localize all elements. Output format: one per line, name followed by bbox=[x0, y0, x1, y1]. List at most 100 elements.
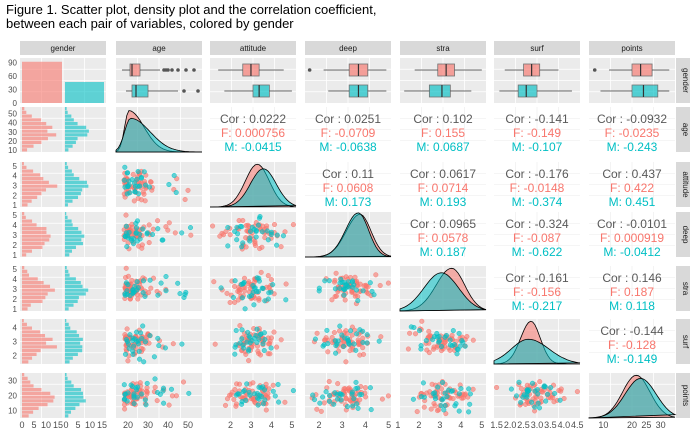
scatter-point bbox=[339, 332, 345, 338]
hist-bar bbox=[22, 391, 51, 395]
scatter-point bbox=[348, 328, 354, 334]
hist-bar bbox=[22, 253, 27, 257]
scatter-point bbox=[467, 391, 473, 397]
correlation-M: M: 0.0687 bbox=[416, 140, 470, 154]
hist-bar bbox=[65, 399, 86, 403]
scatter-point bbox=[251, 285, 257, 291]
row-label-points: points bbox=[681, 385, 690, 406]
hist-bar bbox=[65, 307, 69, 311]
scatter-point bbox=[454, 351, 460, 357]
y-tick-label-age: 10 bbox=[8, 146, 17, 155]
hist-bar bbox=[22, 245, 43, 249]
scatter-point bbox=[353, 347, 359, 353]
scatter-point bbox=[367, 385, 373, 391]
scatter-point bbox=[233, 328, 239, 334]
hist-bar bbox=[22, 125, 53, 129]
scatter-point bbox=[166, 402, 172, 408]
hist-bar bbox=[22, 107, 25, 111]
scatter-point bbox=[324, 327, 330, 333]
hist-bar bbox=[65, 114, 72, 118]
correlation-overall: Cor : -0.324 bbox=[505, 217, 569, 231]
scatter-point bbox=[385, 393, 391, 399]
y-tick-label-stra: 3 bbox=[13, 285, 18, 294]
scatter-point bbox=[280, 233, 286, 239]
scatter-point bbox=[367, 280, 373, 286]
outlier-point bbox=[184, 68, 188, 72]
correlation-F: F: -0.0235 bbox=[605, 126, 660, 140]
hist-bar bbox=[22, 330, 41, 334]
scatter-point bbox=[257, 215, 263, 221]
scatter-point bbox=[230, 295, 236, 301]
hist-bar bbox=[65, 144, 73, 148]
scatter-point bbox=[127, 332, 133, 338]
scatter-point bbox=[144, 380, 150, 386]
y-tick-label-deep: 4 bbox=[13, 221, 18, 230]
correlation-overall: Cor : 0.0251 bbox=[315, 112, 381, 126]
scatter-point bbox=[466, 386, 472, 392]
hist-bar bbox=[65, 292, 86, 296]
hist-bar bbox=[22, 215, 26, 219]
hist-bar bbox=[22, 184, 58, 188]
scatter-point bbox=[283, 281, 289, 287]
hist-bar bbox=[65, 303, 74, 307]
x-tick-label-points: 30 bbox=[656, 420, 666, 430]
scatter-point bbox=[272, 221, 278, 227]
scatter-point bbox=[431, 401, 437, 407]
correlation-F: F: 0.000919 bbox=[600, 231, 664, 245]
hist-bar bbox=[65, 281, 81, 285]
scatter-point bbox=[180, 379, 186, 385]
scatter-point bbox=[321, 400, 327, 406]
scatter-point bbox=[327, 393, 333, 399]
correlation-overall: Cor : -0.0101 bbox=[597, 217, 667, 231]
scatter-point bbox=[360, 340, 366, 346]
panel-age-points bbox=[589, 107, 675, 152]
scatter-point bbox=[356, 339, 362, 345]
scatter-point bbox=[267, 351, 273, 357]
hist-bar bbox=[65, 162, 67, 166]
scatter-point bbox=[326, 379, 332, 385]
scatter-point bbox=[234, 237, 240, 243]
scatter-point bbox=[121, 402, 127, 408]
correlation-M: M: 0.193 bbox=[420, 195, 467, 209]
strip-gender bbox=[20, 41, 106, 55]
scatter-point bbox=[368, 407, 374, 413]
scatter-point bbox=[160, 388, 166, 394]
scatter-point bbox=[278, 244, 284, 250]
panel-surf-points bbox=[589, 319, 675, 364]
hist-bar bbox=[65, 180, 87, 184]
hist-bar bbox=[65, 349, 83, 353]
scatter-point bbox=[252, 240, 258, 246]
column-label-points: points bbox=[621, 44, 642, 53]
scatter-point bbox=[314, 330, 320, 336]
scatter-point bbox=[432, 334, 438, 340]
histogram-points-F bbox=[22, 373, 55, 418]
scatter-point bbox=[537, 379, 543, 385]
hist-bar bbox=[65, 269, 69, 273]
scatter-point bbox=[126, 178, 132, 184]
hist-bar bbox=[65, 345, 83, 349]
scatter-point bbox=[444, 394, 450, 400]
scatter-point bbox=[246, 358, 252, 364]
scatter-point bbox=[421, 404, 427, 410]
scatter-point bbox=[147, 277, 153, 283]
scatter-point bbox=[355, 298, 361, 304]
hist-bar bbox=[22, 384, 34, 388]
scatter-point bbox=[312, 397, 318, 403]
scatter-point bbox=[335, 381, 341, 387]
scatter-point bbox=[137, 183, 143, 189]
scatter-point bbox=[140, 226, 146, 232]
scatter-point bbox=[144, 231, 150, 237]
scatter-point bbox=[152, 384, 158, 390]
y-tick-label-stra: 5 bbox=[13, 265, 18, 274]
correlation-M: M: -0.0415 bbox=[224, 140, 282, 154]
scatter-point bbox=[122, 292, 128, 298]
correlation-F: F: 0.0578 bbox=[418, 231, 469, 245]
boxplot-deep-M bbox=[328, 84, 387, 98]
hist-bar bbox=[65, 203, 68, 207]
x-tick-label-stra: 5 bbox=[479, 420, 484, 430]
y-tick-label-age: 50 bbox=[8, 109, 17, 118]
scatter-point bbox=[460, 339, 466, 345]
x-tick-label-stra: 4 bbox=[458, 420, 463, 430]
hist-bar bbox=[65, 384, 74, 388]
scatter-point bbox=[268, 277, 274, 283]
